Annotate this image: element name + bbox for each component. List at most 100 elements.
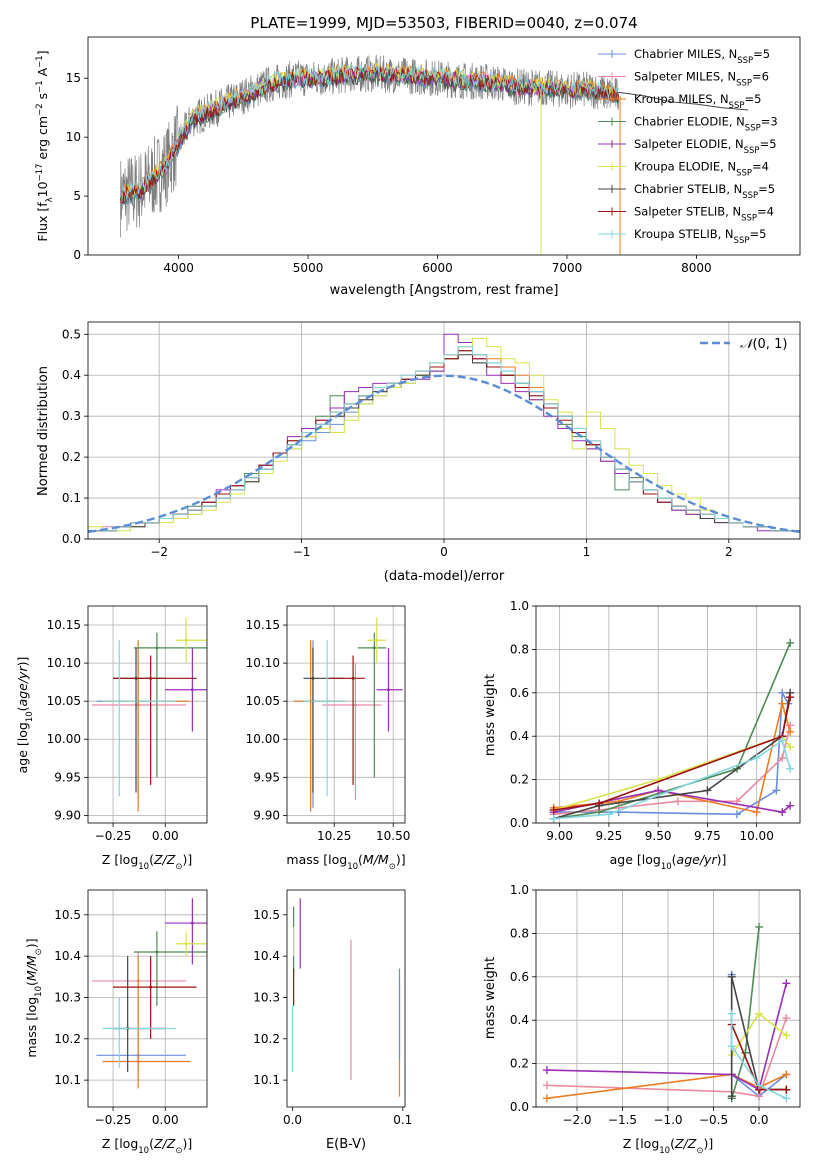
plus-marker — [732, 810, 741, 819]
plus-marker — [786, 638, 795, 647]
plus-marker — [549, 814, 558, 823]
x-tick-label: 0.00 — [152, 1113, 179, 1127]
panel-mass_vs_Z: −0.25 0.00 10.1 10.2 10.3 10.4 10.5 Z [log10(Z/… — [24, 889, 208, 1156]
weight-line — [553, 696, 791, 811]
data-spectrum — [120, 54, 619, 238]
x-tick-label: 2 — [725, 545, 733, 559]
y-tick-label: 0 — [73, 248, 81, 262]
x-tick-label: 9.75 — [694, 829, 721, 843]
x-axis-label: (data-model)/error — [384, 569, 505, 584]
x-tick-label: −2.0 — [562, 1113, 591, 1127]
x-tick-label: 10.50 — [376, 829, 410, 843]
weight-line — [730, 1013, 787, 1100]
plot-area — [291, 898, 401, 1097]
plus-marker — [778, 808, 787, 817]
plus-marker — [542, 1066, 551, 1075]
weight-line — [553, 642, 791, 820]
y-tick-label: 15 — [66, 71, 81, 85]
plus-marker — [654, 786, 663, 795]
data-point — [311, 676, 315, 680]
y-tick-label: 10.3 — [54, 990, 81, 1004]
x-tick-label: −2 — [150, 545, 168, 559]
plus-marker — [778, 699, 787, 708]
data-point — [117, 699, 121, 703]
x-tick-label: 9.25 — [596, 829, 623, 843]
plot-area — [549, 638, 795, 823]
plus-marker — [782, 1014, 791, 1023]
plus-marker — [549, 805, 558, 814]
legend-entry: Kroupa ELODIE, NSSP=4 — [634, 160, 769, 179]
plus-marker — [673, 797, 682, 806]
axes-frame — [87, 605, 208, 824]
y-tick-label: 0.0 — [510, 816, 529, 830]
y-tick-label: 1.0 — [510, 883, 529, 897]
y-tick-label: 10 — [66, 130, 81, 144]
x-tick-label: −0.5 — [699, 1113, 728, 1127]
data-point — [184, 942, 188, 946]
y-axis-label: age [log10(age/yr)] — [15, 657, 35, 774]
y-tick-label: 10.15 — [246, 618, 280, 632]
plus-marker — [782, 1094, 791, 1103]
x-tick-label: 1 — [583, 545, 591, 559]
plus-marker — [786, 764, 795, 773]
plus-marker — [786, 801, 795, 810]
y-tick-label: 0.1 — [62, 491, 81, 505]
axes-frame — [87, 36, 801, 256]
plot-area — [294, 617, 403, 812]
panel-weight_vs_Z: −2.0 −1.5 −1.0 −0.5 0.0 0.0 0.2 0.4 0.6 0.8 1.0 Z [… — [483, 883, 801, 1156]
y-tick-label: 0.4 — [510, 1013, 529, 1027]
data-point — [136, 1060, 140, 1064]
y-axis-label: mass [log10(M/M⊙)] — [24, 938, 44, 1057]
plus-marker — [786, 727, 795, 736]
x-tick-label: 10.00 — [739, 829, 773, 843]
plus-marker — [778, 688, 787, 697]
legend-entry: Chabrier STELIB, NSSP=5 — [634, 182, 775, 201]
plus-marker — [755, 922, 764, 931]
data-point — [155, 950, 159, 954]
plus-marker — [786, 743, 795, 752]
x-tick-label: 0 — [440, 545, 448, 559]
x-axis-label: E(B-V) — [326, 1137, 366, 1152]
data-point — [117, 1026, 121, 1030]
x-tick-label: −1.0 — [653, 1113, 682, 1127]
weight-line — [546, 1017, 788, 1098]
axes-frame — [87, 889, 208, 1108]
y-tick-label: 0.4 — [62, 368, 81, 382]
y-tick-label: 0.4 — [510, 729, 529, 743]
plot-area — [88, 333, 800, 533]
data-point — [149, 985, 153, 989]
x-axis-label: Z [log10(Z/Z⊙)] — [102, 1136, 192, 1156]
legend-entry: Chabrier MILES, NSSP=5 — [634, 47, 770, 66]
plot-area — [92, 898, 207, 1089]
model-spectrum — [120, 66, 620, 204]
x-tick-label: 10.25 — [317, 829, 351, 843]
panel-mass_vs_ebv: 0.0 0.1 10.1 10.2 10.3 10.4 10.5 E(B-V) — [253, 889, 412, 1152]
y-tick-label: 10.05 — [47, 694, 81, 708]
x-tick-label: 9.00 — [546, 829, 573, 843]
plot-area — [119, 54, 749, 255]
weight-line — [553, 689, 789, 816]
y-tick-label: 0.6 — [510, 970, 529, 984]
data-point — [386, 688, 390, 692]
plus-marker — [752, 808, 761, 817]
model-spectrum — [119, 62, 620, 201]
panel-age_vs_Z: −0.25 0.00 9.90 9.95 10.00 10.05 10.10 10.15 Z [… — [15, 605, 208, 872]
plus-marker — [772, 786, 781, 795]
plus-marker — [727, 1042, 736, 1051]
plus-marker — [782, 1085, 791, 1094]
x-tick-label: −0.25 — [95, 1113, 132, 1127]
plus-marker — [782, 1031, 791, 1040]
y-tick-label: 10.10 — [246, 656, 280, 670]
y-tick-label: 0.2 — [510, 1057, 529, 1071]
axes-frame — [535, 889, 801, 1108]
panel-spectrum: 4000 5000 6000 7000 8000 0 5 10 15 Chabrier MILES… — [35, 36, 801, 298]
figure-title: PLATE=1999, MJD=53503, FIBERID=0040, z=0… — [250, 14, 637, 32]
data-point — [149, 676, 153, 680]
plus-marker — [786, 693, 795, 702]
legend-normal: 𝒩(0, 1) — [740, 337, 787, 352]
weight-line — [546, 1073, 787, 1100]
data-point — [353, 703, 357, 707]
y-tick-label: 9.90 — [253, 808, 280, 822]
axes-frame — [87, 321, 801, 540]
